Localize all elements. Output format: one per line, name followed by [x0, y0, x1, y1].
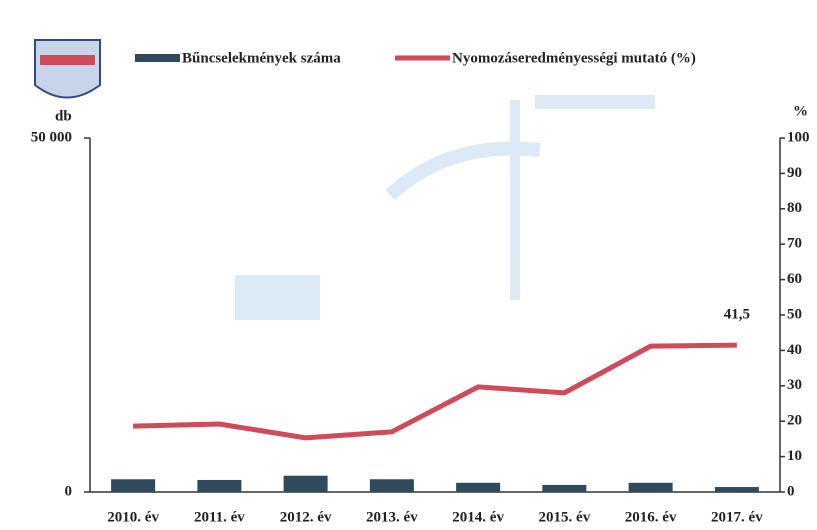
y-axis-label: db: [55, 108, 72, 124]
y2-tick-label: 70: [787, 236, 802, 252]
bar: [542, 484, 587, 492]
bar: [283, 475, 328, 492]
bar: [111, 479, 156, 492]
y2-tick-label: 0: [787, 483, 795, 499]
x-tick-label: 2017. év: [711, 509, 763, 525]
background-photo: [235, 95, 655, 320]
line: [133, 342, 737, 441]
x-tick-label: 2013. év: [366, 509, 418, 525]
y-tick-label: 50 000: [31, 129, 72, 145]
y2-tick-label: 100: [787, 129, 810, 145]
x-tick-label: 2016. év: [625, 509, 677, 525]
x-tick-label: 2011. év: [194, 509, 245, 525]
x-tick-label: 2015. év: [539, 509, 591, 525]
y2-tick-label: 60: [787, 271, 802, 287]
bar: [628, 482, 673, 492]
legend-label: Bűncselekmények száma: [182, 50, 341, 66]
y2-tick-label: 30: [787, 377, 802, 393]
x-tick-label: 2014. év: [452, 509, 504, 525]
y2-tick-label: 90: [787, 165, 802, 181]
y2-tick-label: 20: [787, 413, 802, 429]
bar: [456, 482, 501, 492]
y2-tick-label: 40: [787, 342, 802, 358]
bar: [369, 479, 414, 492]
logo: [34, 39, 101, 99]
bar: [197, 479, 242, 492]
y2-tick-label: 10: [787, 448, 802, 464]
legend-label: Nyomozáseredményességi mutató (%): [452, 50, 696, 66]
y2-tick-label: 50: [787, 306, 802, 322]
y2-tick-label: 80: [787, 200, 802, 216]
x-tick-label: 2010. év: [107, 509, 159, 525]
legend-swatch: [135, 54, 180, 62]
bar: [714, 487, 759, 492]
x-tick-label: 2012. év: [280, 509, 332, 525]
y-tick-label: 0: [65, 483, 73, 499]
data-label: 41,5: [724, 307, 750, 323]
y2-axis-label: %: [793, 103, 808, 119]
